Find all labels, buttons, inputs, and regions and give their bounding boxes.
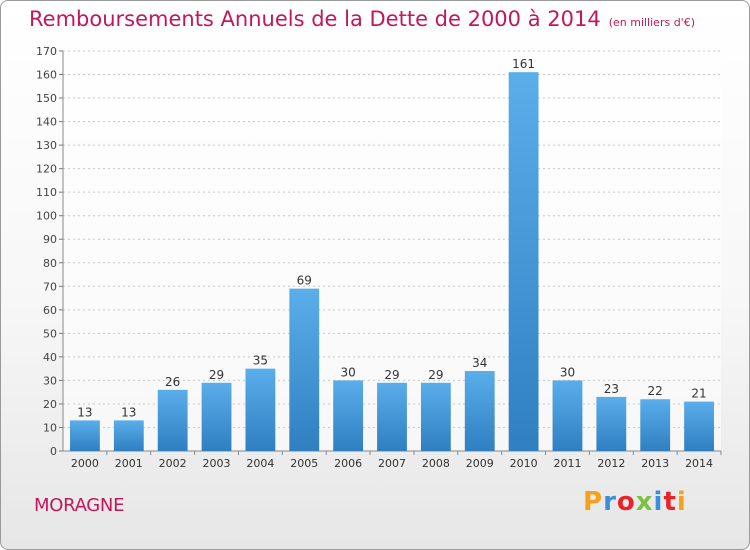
- x-tick-label: 2003: [203, 457, 231, 470]
- y-tick-label: 120: [36, 163, 57, 176]
- x-tick-label: 2005: [290, 457, 318, 470]
- chart-title: Remboursements Annuels de la Dette de 20…: [29, 7, 695, 31]
- x-tick-label: 2001: [115, 457, 143, 470]
- bar-value-label: 21: [691, 387, 706, 401]
- proxiti-logo: Proxiti: [583, 487, 687, 517]
- x-tick-label: 2013: [641, 457, 669, 470]
- y-tick-label: 10: [43, 421, 57, 434]
- logo-letter: o: [616, 487, 636, 517]
- bar-value-label: 161: [512, 57, 535, 71]
- y-tick-label: 100: [36, 210, 57, 223]
- x-tick-label: 2011: [553, 457, 581, 470]
- x-tick-label: 2002: [159, 457, 187, 470]
- y-tick-label: 170: [36, 45, 57, 58]
- y-tick-label: 30: [43, 374, 57, 387]
- bar: [596, 396, 627, 451]
- bar-value-label: 22: [648, 384, 663, 398]
- commune-name: MORAGNE: [34, 495, 125, 516]
- bar: [201, 382, 232, 451]
- x-tick-label: 2014: [685, 457, 713, 470]
- bar-value-label: 29: [428, 368, 443, 382]
- bar-value-label: 30: [340, 365, 355, 379]
- logo-letter: i: [676, 487, 687, 517]
- bar-value-label: 23: [604, 382, 619, 396]
- bar-value-label: 69: [297, 274, 312, 288]
- logo-letter: t: [663, 487, 677, 517]
- x-tick-label: 2004: [246, 457, 274, 470]
- y-tick-label: 60: [43, 304, 57, 317]
- y-tick-label: 140: [36, 116, 57, 129]
- logo-letter: r: [603, 487, 617, 517]
- chart-unit-label: (en milliers d'€): [608, 16, 695, 29]
- y-tick-label: 90: [43, 233, 57, 246]
- logo-letter: i: [653, 487, 664, 517]
- x-tick-label: 2006: [334, 457, 362, 470]
- x-tick-label: 2007: [378, 457, 406, 470]
- chart-title-main: Remboursements Annuels de la Dette de 20…: [29, 7, 601, 31]
- bar-value-label: 29: [384, 368, 399, 382]
- bar-value-label: 34: [472, 356, 487, 370]
- bar: [420, 382, 451, 451]
- x-tick-label: 2012: [597, 457, 625, 470]
- logo-letter: x: [635, 487, 654, 517]
- x-tick-label: 2008: [422, 457, 450, 470]
- bar: [333, 380, 364, 451]
- x-tick-label: 2010: [510, 457, 538, 470]
- bar: [684, 401, 714, 451]
- y-tick-label: 40: [43, 351, 57, 364]
- bar-value-label: 13: [121, 405, 136, 419]
- bar: [508, 72, 539, 452]
- bar: [464, 371, 495, 451]
- bar: [640, 399, 671, 451]
- bar: [245, 368, 276, 451]
- bar: [377, 382, 407, 451]
- bar: [289, 288, 320, 451]
- bar-value-label: 35: [253, 354, 268, 368]
- bar-value-label: 29: [209, 368, 224, 382]
- bar: [70, 420, 100, 451]
- bar: [552, 380, 583, 451]
- y-tick-label: 130: [36, 139, 57, 152]
- y-tick-label: 50: [43, 327, 57, 340]
- bar-value-label: 30: [560, 365, 575, 379]
- bar-value-label: 26: [165, 375, 180, 389]
- y-tick-label: 0: [50, 445, 57, 458]
- x-tick-label: 2000: [71, 457, 99, 470]
- bar: [113, 420, 144, 451]
- y-tick-label: 150: [36, 92, 57, 105]
- y-tick-label: 110: [36, 186, 57, 199]
- bar: [157, 389, 188, 451]
- y-tick-label: 80: [43, 257, 57, 270]
- bar-value-label: 13: [77, 405, 92, 419]
- logo-letter: P: [583, 487, 604, 517]
- x-tick-label: 2009: [466, 457, 494, 470]
- y-tick-label: 20: [43, 398, 57, 411]
- y-tick-label: 70: [43, 280, 57, 293]
- y-tick-label: 160: [36, 69, 57, 82]
